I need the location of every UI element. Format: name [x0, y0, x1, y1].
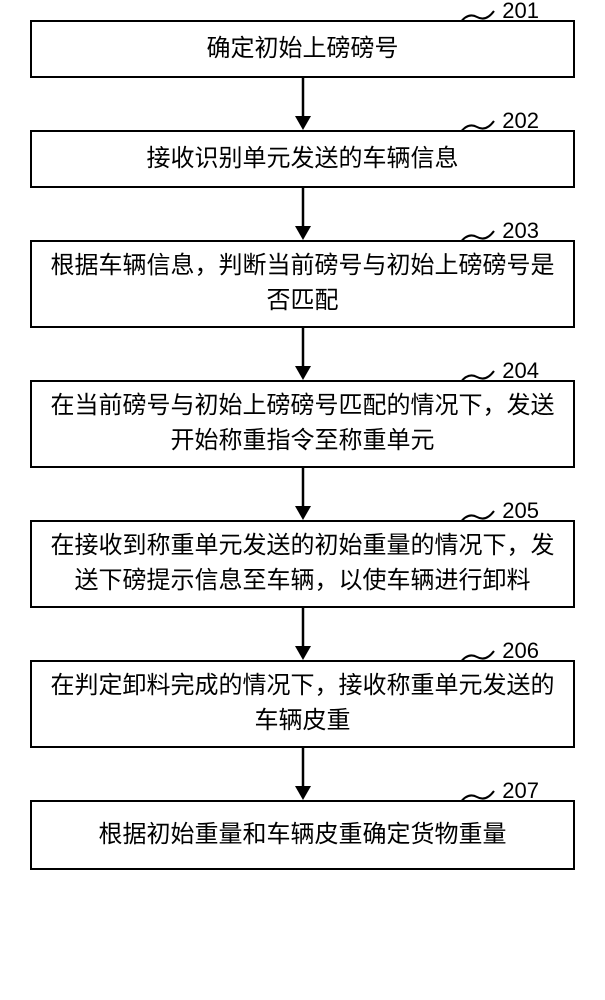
node-box: 确定初始上磅磅号 — [30, 20, 575, 78]
node-box: 根据车辆信息，判断当前磅号与初始上磅磅号是否匹配 — [30, 240, 575, 328]
node-box: 在判定卸料完成的情况下，接收称重单元发送的车辆皮重 — [30, 660, 575, 748]
node-text: 在当前磅号与初始上磅磅号匹配的情况下，发送开始称重指令至称重单元 — [46, 389, 559, 459]
flow-node: 204 在当前磅号与初始上磅磅号匹配的情况下，发送开始称重指令至称重单元 — [30, 380, 575, 468]
node-text: 在接收到称重单元发送的初始重量的情况下，发送下磅提示信息至车辆，以使车辆进行卸料 — [46, 529, 559, 599]
node-text: 接收识别单元发送的车辆信息 — [147, 142, 459, 177]
node-box: 在当前磅号与初始上磅磅号匹配的情况下，发送开始称重指令至称重单元 — [30, 380, 575, 468]
node-text: 确定初始上磅磅号 — [207, 32, 399, 67]
flow-node: 206 在判定卸料完成的情况下，接收称重单元发送的车辆皮重 — [30, 660, 575, 748]
flow-node: 202 接收识别单元发送的车辆信息 — [30, 130, 575, 188]
flow-node: 205 在接收到称重单元发送的初始重量的情况下，发送下磅提示信息至车辆，以使车辆… — [30, 520, 575, 608]
node-text: 根据初始重量和车辆皮重确定货物重量 — [99, 818, 507, 853]
flow-node: 203 根据车辆信息，判断当前磅号与初始上磅磅号是否匹配 — [30, 240, 575, 328]
flowchart-container: 201 确定初始上磅磅号 202 接收识别单元发送的车辆信息 203 根据车辆信… — [30, 20, 575, 870]
node-box: 根据初始重量和车辆皮重确定货物重量 — [30, 800, 575, 870]
node-text: 在判定卸料完成的情况下，接收称重单元发送的车辆皮重 — [46, 669, 559, 739]
node-text: 根据车辆信息，判断当前磅号与初始上磅磅号是否匹配 — [46, 249, 559, 319]
flow-node: 207 根据初始重量和车辆皮重确定货物重量 — [30, 800, 575, 870]
node-box: 接收识别单元发送的车辆信息 — [30, 130, 575, 188]
node-box: 在接收到称重单元发送的初始重量的情况下，发送下磅提示信息至车辆，以使车辆进行卸料 — [30, 520, 575, 608]
flow-node: 201 确定初始上磅磅号 — [30, 20, 575, 78]
